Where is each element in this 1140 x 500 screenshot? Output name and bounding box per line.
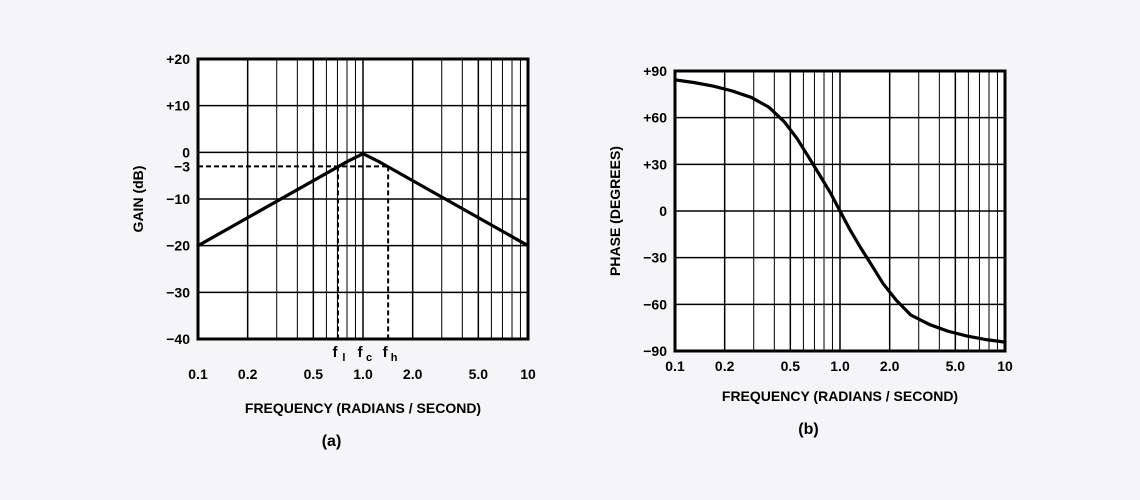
svg-text:h: h [391, 352, 398, 364]
svg-text:−90: −90 [643, 343, 667, 359]
svg-text:0.5: 0.5 [781, 358, 801, 374]
svg-text:+60: +60 [643, 110, 667, 126]
sublabel-b: (b) [798, 421, 818, 439]
panel-a: +20+100−3−10−20−30−400.10.20.51.02.05.01… [123, 49, 540, 451]
gain-chart: +20+100−3−10−20−30−400.10.20.51.02.05.01… [123, 49, 540, 421]
svg-text:f: f [358, 344, 364, 361]
svg-text:5.0: 5.0 [946, 358, 966, 374]
svg-text:2.0: 2.0 [403, 366, 423, 382]
svg-text:0: 0 [659, 203, 667, 219]
svg-text:+20: +20 [166, 51, 190, 67]
svg-text:0.1: 0.1 [188, 366, 208, 382]
svg-text:5.0: 5.0 [469, 366, 489, 382]
svg-text:f: f [332, 344, 338, 361]
svg-text:f: f [383, 344, 389, 361]
sublabel-a: (a) [322, 433, 342, 451]
svg-text:2.0: 2.0 [880, 358, 900, 374]
svg-text:0.2: 0.2 [238, 366, 258, 382]
panel-b: +90 +60 +30 0 −30 −60 −900.1 0.2 0.5 1.0 2.0 5.0 10 F… [600, 61, 1017, 439]
phase-chart: +90 +60 +30 0 −30 −60 −900.1 0.2 0.5 1.0 2.0 5.0 10 F… [600, 61, 1017, 409]
svg-text:−60: −60 [643, 296, 667, 312]
svg-text:+90: +90 [643, 63, 667, 79]
svg-text:FREQUENCY (RADIANS / SECOND): FREQUENCY (RADIANS / SECOND) [245, 400, 481, 416]
svg-text:10: 10 [520, 366, 536, 382]
svg-text:0.2: 0.2 [715, 358, 735, 374]
svg-text:−20: −20 [166, 238, 190, 254]
svg-text:−30: −30 [166, 284, 190, 300]
svg-text:−40: −40 [166, 331, 190, 347]
svg-text:PHASE (DEGREES): PHASE (DEGREES) [607, 146, 623, 276]
svg-text:1.0: 1.0 [353, 366, 373, 382]
svg-text:−10: −10 [166, 191, 190, 207]
svg-text:−30: −30 [643, 250, 667, 266]
figure-container: +20 +10 0 −3 −10 −20 −30 −40 0.1 0.2 0.5 1.0 2.0 5.0 1… [0, 0, 1140, 500]
svg-text:+10: +10 [166, 98, 190, 114]
svg-text:+30: +30 [643, 156, 667, 172]
svg-text:0.1: 0.1 [665, 358, 685, 374]
svg-text:0.5: 0.5 [304, 366, 324, 382]
svg-text:−3: −3 [174, 158, 190, 174]
svg-text:c: c [366, 352, 372, 364]
svg-text:FREQUENCY (RADIANS / SECOND): FREQUENCY (RADIANS / SECOND) [722, 388, 958, 404]
svg-text:GAIN (dB): GAIN (dB) [130, 166, 146, 233]
svg-text:l: l [342, 352, 345, 364]
svg-text:1.0: 1.0 [830, 358, 850, 374]
svg-text:10: 10 [997, 358, 1013, 374]
